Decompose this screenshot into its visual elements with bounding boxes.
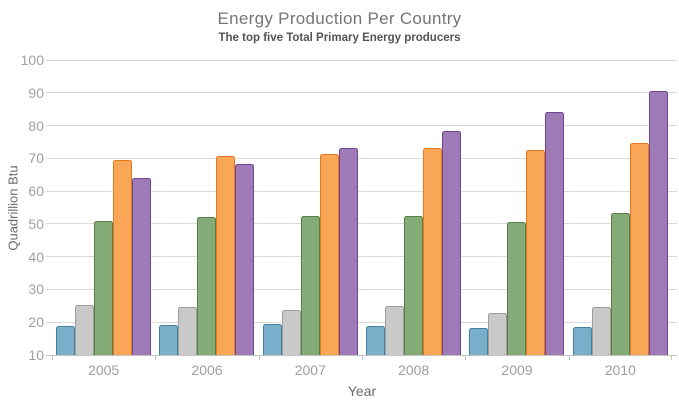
bar-2005-green[interactable] bbox=[94, 220, 114, 355]
x-axis-title: Year bbox=[347, 383, 377, 399]
bar-group-2005 bbox=[52, 60, 155, 355]
gridline-70 bbox=[46, 157, 677, 159]
bar-2006-green[interactable] bbox=[197, 217, 217, 355]
bar-2007-green[interactable] bbox=[300, 215, 320, 355]
gridline-40 bbox=[46, 256, 677, 258]
gridline-100 bbox=[46, 59, 677, 61]
x-axis-tick bbox=[671, 355, 672, 360]
bar-2008-blue[interactable] bbox=[366, 325, 386, 355]
bar-2009-green[interactable] bbox=[507, 222, 527, 355]
bar-2008-green[interactable] bbox=[404, 215, 424, 355]
y-tick-label-50: 50 bbox=[28, 215, 44, 232]
bar-2009-purple[interactable] bbox=[545, 112, 565, 355]
bar-group-2009 bbox=[465, 60, 568, 355]
bar-2005-purple[interactable] bbox=[132, 178, 152, 355]
bar-2010-purple[interactable] bbox=[648, 91, 668, 355]
bar-2007-blue[interactable] bbox=[262, 323, 282, 355]
bar-2010-gray[interactable] bbox=[591, 306, 611, 355]
y-tick-label-70: 70 bbox=[28, 150, 44, 167]
x-axis-tick bbox=[568, 355, 570, 360]
chart-subtitle: The top five Total Primary Energy produc… bbox=[218, 32, 461, 44]
x-axis-tick bbox=[258, 355, 260, 360]
y-tick-label-40: 40 bbox=[28, 248, 44, 265]
bar-2010-blue[interactable] bbox=[572, 327, 592, 355]
gridline-80 bbox=[46, 125, 677, 127]
y-axis-title: Quadrillion Btu bbox=[5, 165, 21, 251]
bar-2008-orange[interactable] bbox=[423, 147, 443, 355]
x-tick-label-2007: 2007 bbox=[294, 362, 326, 378]
bar-group-2010 bbox=[569, 60, 672, 355]
x-tick-label-2006: 2006 bbox=[191, 362, 223, 378]
y-tick-label-20: 20 bbox=[28, 314, 44, 331]
x-tick-label-2009: 2009 bbox=[501, 362, 533, 378]
y-tick-label-100: 100 bbox=[20, 52, 44, 68]
bar-2009-gray[interactable] bbox=[488, 313, 508, 355]
plot-area: 10 20 30 40 50 60 70 80 90 100 2005 2006 2007 2008 200… bbox=[21, 52, 677, 378]
bar-group-2006 bbox=[155, 60, 258, 355]
bar-2006-gray[interactable] bbox=[178, 307, 198, 355]
x-tick-label-2008: 2008 bbox=[398, 362, 430, 378]
gridline-90 bbox=[46, 92, 677, 94]
y-tick-label-30: 30 bbox=[28, 281, 44, 298]
bar-2008-gray[interactable] bbox=[385, 305, 405, 355]
x-axis-tick bbox=[465, 355, 467, 360]
gridline-20 bbox=[46, 321, 677, 323]
gridline-60 bbox=[46, 190, 677, 192]
bar-2007-gray[interactable] bbox=[281, 310, 301, 355]
x-tick-label-2005: 2005 bbox=[88, 362, 120, 378]
bar-2006-purple[interactable] bbox=[235, 164, 255, 355]
bar-2006-orange[interactable] bbox=[216, 155, 236, 355]
bar-2008-purple[interactable] bbox=[442, 131, 462, 355]
x-axis-tick bbox=[52, 355, 53, 360]
y-tick-label-60: 60 bbox=[28, 183, 44, 200]
bar-group-2007 bbox=[259, 60, 362, 355]
bar-2007-orange[interactable] bbox=[319, 153, 339, 355]
bar-2005-orange[interactable] bbox=[113, 160, 133, 355]
bar-2010-orange[interactable] bbox=[629, 142, 649, 355]
gridline-50 bbox=[46, 223, 677, 225]
bar-2005-gray[interactable] bbox=[75, 304, 95, 355]
bar-2005-blue[interactable] bbox=[56, 326, 76, 355]
bar-2007-purple[interactable] bbox=[338, 147, 358, 355]
bar-group-2008 bbox=[362, 60, 465, 355]
y-tick-label-80: 80 bbox=[28, 117, 44, 134]
bar-2009-orange[interactable] bbox=[526, 149, 546, 355]
y-tick-label-90: 90 bbox=[28, 84, 44, 101]
x-tick-label-2010: 2010 bbox=[604, 362, 636, 378]
y-tick-label-10: 10 bbox=[28, 347, 44, 363]
x-axis-baseline bbox=[46, 354, 677, 356]
x-axis-tick bbox=[155, 355, 157, 360]
x-axis-tick bbox=[362, 355, 363, 360]
bar-2006-blue[interactable] bbox=[159, 324, 179, 355]
chart-title: Energy Production Per Country bbox=[217, 9, 462, 28]
gridline-30 bbox=[46, 288, 677, 290]
bar-2009-blue[interactable] bbox=[469, 327, 489, 355]
bar-2010-green[interactable] bbox=[610, 213, 630, 355]
